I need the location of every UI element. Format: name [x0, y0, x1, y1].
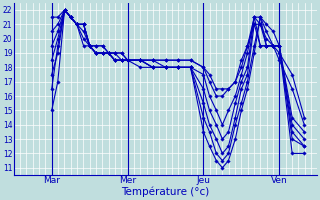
X-axis label: Température (°c): Température (°c): [121, 187, 210, 197]
